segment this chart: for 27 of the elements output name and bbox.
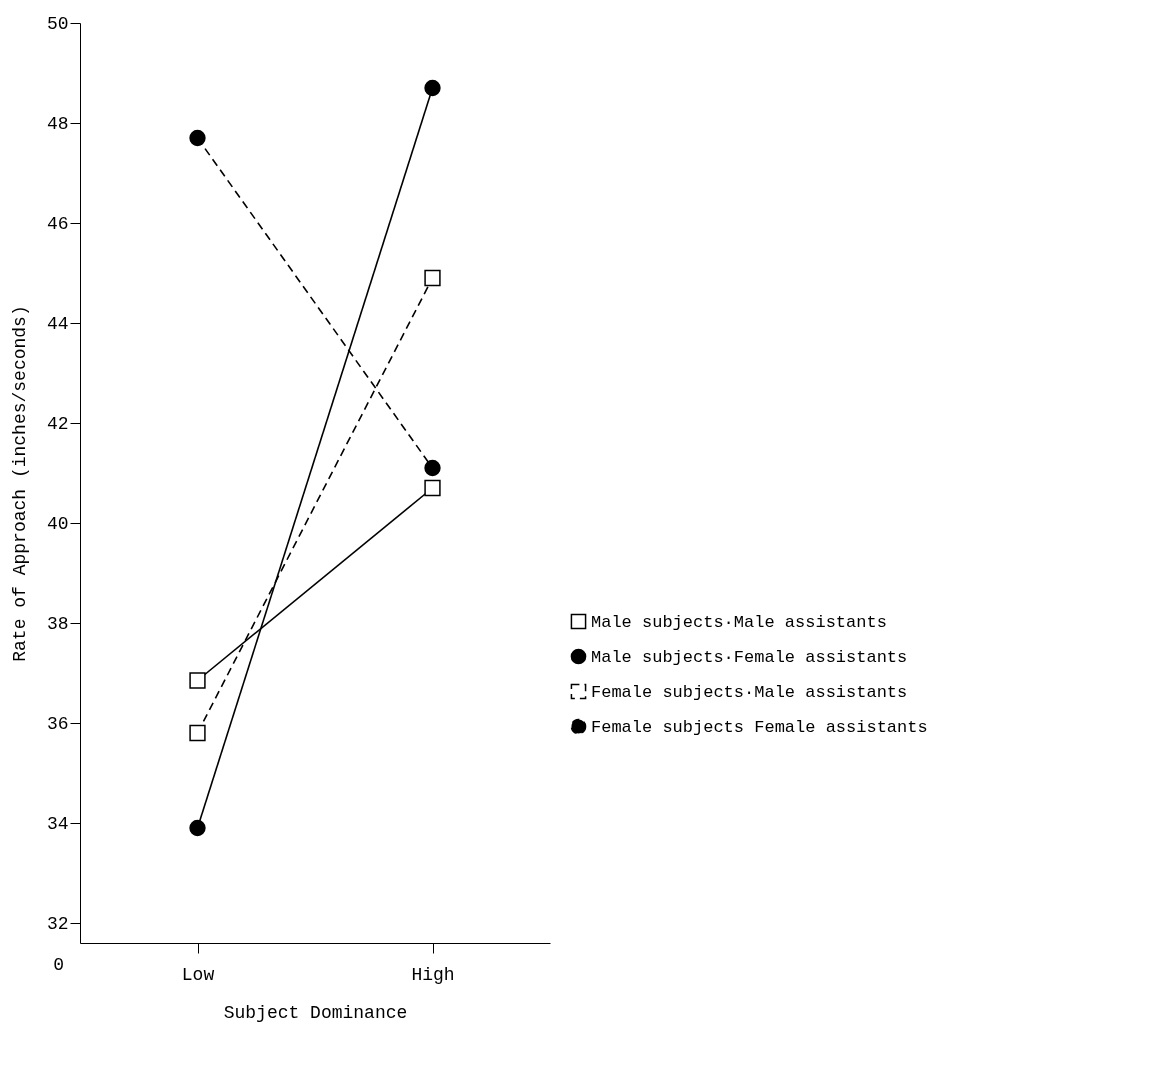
- point: [424, 479, 441, 497]
- x-axis-title: Subject Dominance: [223, 1002, 408, 1023]
- y-tick-label: 50: [46, 13, 69, 34]
- point: [424, 269, 441, 287]
- y-tick-label: 38: [46, 613, 69, 634]
- y-tick-label: 34: [46, 813, 69, 834]
- legend-label: Male subjects·Male assistants: [591, 612, 887, 632]
- y-tick-label: 42: [46, 413, 69, 434]
- point: [189, 819, 206, 837]
- point: [424, 459, 441, 477]
- point: [189, 724, 206, 742]
- text: 0: [53, 955, 64, 975]
- y-tick-label: 36: [46, 713, 69, 734]
- y-tick-label: 40: [46, 513, 69, 534]
- y-tick-label: 46: [46, 213, 69, 234]
- point: [189, 672, 206, 689]
- x-tick-label: High: [411, 964, 455, 985]
- y-tick-label: 48: [46, 113, 69, 134]
- y-tick-label: 32: [46, 913, 69, 934]
- x-tick-label: Low: [181, 964, 215, 985]
- point: [424, 79, 441, 97]
- legend-label: Female subjects Female assistants: [591, 717, 928, 737]
- point: [189, 129, 206, 147]
- y-axis-title: Rate of Approach (inches/seconds): [9, 305, 30, 662]
- legend-label: Male subjects·Female assistants: [591, 647, 908, 667]
- y-tick-label: 44: [46, 313, 69, 334]
- legend-label: Female subjects·Male assistants: [591, 682, 908, 702]
